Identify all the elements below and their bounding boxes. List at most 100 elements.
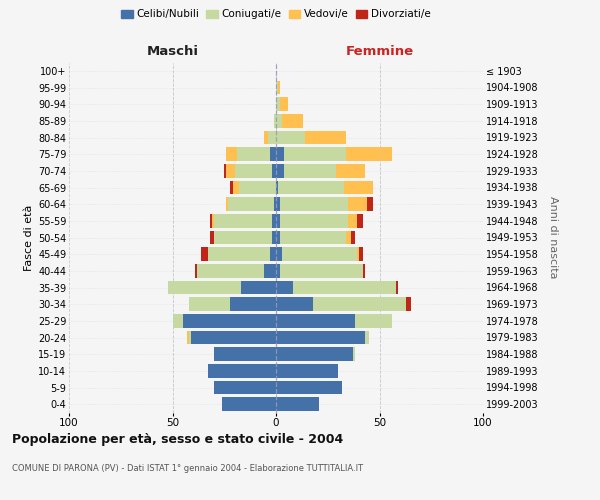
Bar (346, 148, 392, 161)
Bar (276, 380, 342, 394)
Bar (229, 198, 274, 211)
Bar (169, 280, 241, 294)
Bar (355, 314, 392, 328)
Bar (226, 148, 236, 161)
Bar (263, 130, 268, 144)
Bar (276, 280, 293, 294)
Bar (276, 230, 280, 244)
Bar (235, 164, 272, 177)
Bar (278, 180, 344, 194)
Bar (263, 264, 276, 278)
Bar (353, 348, 355, 361)
Bar (270, 148, 276, 161)
Bar (214, 380, 276, 394)
Y-axis label: Anni di nascita: Anni di nascita (548, 196, 558, 278)
Bar (344, 180, 373, 194)
Bar (230, 298, 276, 311)
Bar (349, 198, 367, 211)
Bar (406, 298, 410, 311)
Text: COMUNE DI PARONA (PV) - Dati ISTAT 1° gennaio 2004 - Elaborazione TUTTITALIA.IT: COMUNE DI PARONA (PV) - Dati ISTAT 1° ge… (12, 464, 363, 473)
Bar (274, 198, 276, 211)
Bar (212, 214, 214, 228)
Bar (276, 214, 280, 228)
Bar (274, 114, 276, 128)
Bar (276, 398, 319, 411)
Bar (359, 248, 363, 261)
Bar (357, 248, 359, 261)
Bar (276, 298, 313, 311)
Bar (280, 230, 346, 244)
Bar (183, 314, 276, 328)
Text: Popolazione per età, sesso e stato civile - 2004: Popolazione per età, sesso e stato civil… (12, 432, 343, 446)
Text: Femmine: Femmine (346, 44, 413, 58)
Bar (222, 398, 276, 411)
Bar (280, 98, 289, 111)
Bar (214, 230, 272, 244)
Bar (276, 364, 338, 378)
Bar (236, 148, 270, 161)
Bar (284, 148, 346, 161)
Bar (173, 314, 183, 328)
Bar (305, 130, 346, 144)
Bar (280, 214, 349, 228)
Bar (189, 298, 230, 311)
Bar (270, 248, 276, 261)
Bar (226, 198, 229, 211)
Bar (272, 164, 276, 177)
Bar (363, 264, 365, 278)
Bar (268, 130, 276, 144)
Bar (276, 114, 282, 128)
Bar (293, 280, 396, 294)
Bar (349, 214, 357, 228)
Bar (278, 80, 280, 94)
Bar (280, 264, 363, 278)
Bar (276, 330, 365, 344)
Bar (350, 230, 355, 244)
Bar (230, 180, 233, 194)
Bar (189, 330, 191, 344)
Bar (276, 248, 282, 261)
Bar (272, 230, 276, 244)
Bar (191, 330, 276, 344)
Bar (276, 180, 278, 194)
Bar (284, 164, 336, 177)
Bar (276, 80, 278, 94)
Bar (280, 198, 349, 211)
Bar (195, 264, 197, 278)
Bar (272, 214, 276, 228)
Bar (276, 198, 280, 211)
Bar (282, 114, 303, 128)
Bar (214, 214, 272, 228)
Bar (357, 214, 363, 228)
Bar (276, 314, 355, 328)
Bar (276, 148, 284, 161)
Bar (282, 248, 357, 261)
Bar (276, 264, 280, 278)
Y-axis label: Fasce di età: Fasce di età (23, 204, 34, 270)
Bar (276, 130, 305, 144)
Bar (396, 280, 398, 294)
Bar (241, 280, 276, 294)
Bar (367, 198, 373, 211)
Bar (210, 214, 212, 228)
Text: Maschi: Maschi (146, 44, 199, 58)
Bar (226, 164, 235, 177)
Bar (365, 330, 369, 344)
Bar (313, 298, 406, 311)
Bar (276, 98, 280, 111)
Bar (276, 348, 353, 361)
Bar (202, 248, 208, 261)
Bar (233, 180, 239, 194)
Bar (224, 164, 226, 177)
Bar (346, 230, 350, 244)
Bar (208, 364, 276, 378)
Bar (187, 330, 189, 344)
Bar (239, 180, 276, 194)
Legend: Celibi/Nubili, Coniugati/e, Vedovi/e, Divorziati/e: Celibi/Nubili, Coniugati/e, Vedovi/e, Di… (117, 5, 435, 24)
Bar (214, 348, 276, 361)
Bar (197, 264, 263, 278)
Bar (276, 164, 284, 177)
Bar (336, 164, 365, 177)
Bar (210, 230, 214, 244)
Bar (208, 248, 270, 261)
